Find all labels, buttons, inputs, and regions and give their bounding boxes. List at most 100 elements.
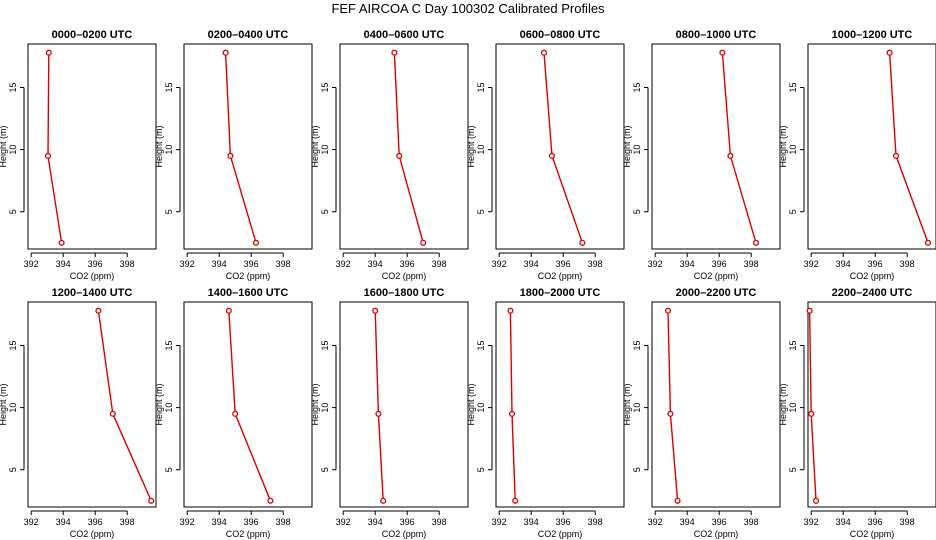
y-tick-label: 5: [320, 209, 330, 214]
x-tick-label: 392: [336, 259, 351, 269]
profile-line: [667, 310, 679, 501]
x-tick-label: 394: [680, 517, 695, 527]
y-axis-label: Height (m): [0, 125, 8, 167]
x-tick-label: 398: [432, 517, 447, 527]
x-tick-label: 398: [744, 259, 759, 269]
x-tick-label: 394: [212, 259, 227, 269]
plot-frame: [183, 43, 313, 250]
panel-title: 2000–2200 UTC: [676, 287, 757, 299]
panel-title: 1000–1200 UTC: [832, 29, 913, 41]
data-point: [727, 152, 734, 159]
x-tick-label: 398: [744, 517, 759, 527]
x-tick-label: 394: [368, 517, 383, 527]
x-tick-label: 396: [556, 259, 571, 269]
y-axis-label: Height (m): [466, 383, 476, 425]
profile-line: [47, 52, 63, 243]
panel: 2000–2200 UTC 392 394 396 398 CO2 (ppm) 5 10 15 H…: [622, 287, 781, 539]
y-tick-label: 5: [8, 209, 18, 214]
x-tick-label: 396: [244, 259, 259, 269]
y-tick-label: 15: [164, 340, 174, 350]
x-tick-label: 396: [712, 259, 727, 269]
y-tick-label: 10: [8, 403, 18, 413]
y-tick-label: 10: [164, 145, 174, 155]
y-axis-label: Height (m): [778, 383, 788, 425]
plot-frame: [495, 301, 625, 508]
data-point: [752, 239, 760, 246]
profile-line: [374, 310, 384, 501]
y-tick-label: 5: [632, 467, 642, 472]
y-tick-label: 15: [320, 340, 330, 350]
data-point: [227, 152, 234, 159]
y-tick-label: 5: [632, 209, 642, 214]
x-axis-label: CO2 (ppm): [382, 529, 427, 539]
x-tick-label: 394: [524, 259, 539, 269]
y-tick-label: 10: [164, 403, 174, 413]
x-tick-label: 398: [432, 259, 447, 269]
panel-title: 0000–0200 UTC: [52, 29, 133, 41]
panel: 1200–1400 UTC 392 394 396 398 CO2 (ppm) 5 10 15 H…: [0, 287, 157, 539]
x-axis-label: CO2 (ppm): [538, 271, 583, 281]
data-point: [45, 49, 52, 56]
plot-frame: [495, 43, 625, 250]
data-point: [396, 152, 403, 159]
y-tick-label: 5: [8, 467, 18, 472]
y-tick-label: 5: [476, 209, 486, 214]
data-point: [267, 497, 274, 504]
y-tick-label: 15: [788, 340, 798, 350]
x-axis-label: CO2 (ppm): [694, 529, 739, 539]
data-point: [548, 152, 556, 159]
panel: 1400–1600 UTC 392 394 396 398 CO2 (ppm) 5 10 15 H…: [154, 287, 313, 539]
profile-line: [228, 310, 272, 502]
data-point: [109, 410, 116, 417]
x-tick-label: 398: [900, 517, 915, 527]
profile-line: [888, 52, 929, 244]
profile-line: [721, 52, 757, 243]
data-point: [58, 239, 65, 246]
panel: 2200–2400 UTC 392 394 396 398 CO2 (ppm) 5 10 15 H…: [778, 287, 936, 539]
panel: 0600–0800 UTC 392 394 396 398 CO2 (ppm) 5 10 15 H…: [466, 29, 625, 281]
x-tick-label: 396: [556, 517, 571, 527]
panel-title: 0200–0400 UTC: [208, 29, 289, 41]
x-tick-label: 398: [588, 259, 603, 269]
x-tick-label: 392: [24, 517, 39, 527]
data-point: [148, 497, 155, 504]
y-tick-label: 10: [632, 145, 642, 155]
plot-frame: [651, 301, 781, 508]
panel-title: 0600–0800 UTC: [520, 29, 601, 41]
x-tick-label: 392: [492, 259, 507, 269]
data-point: [512, 497, 519, 504]
y-axis-label: Height (m): [466, 125, 476, 167]
x-tick-label: 398: [588, 517, 603, 527]
x-axis-label: CO2 (ppm): [694, 271, 739, 281]
x-axis-label: CO2 (ppm): [850, 271, 895, 281]
panel-title: 0400–0600 UTC: [364, 29, 445, 41]
data-point: [892, 152, 900, 159]
y-axis-label: Height (m): [622, 125, 632, 167]
x-tick-label: 392: [336, 517, 351, 527]
panel-title: 0800–1000 UTC: [676, 29, 757, 41]
profile-line: [509, 310, 516, 501]
profile-line: [808, 310, 817, 501]
profile-line: [543, 52, 584, 244]
x-tick-label: 394: [680, 259, 695, 269]
x-tick-label: 396: [88, 259, 103, 269]
panel-title: 2200–2400 UTC: [832, 287, 913, 299]
x-tick-label: 398: [276, 517, 291, 527]
data-point: [924, 239, 932, 246]
x-tick-label: 392: [648, 259, 663, 269]
x-tick-label: 398: [120, 259, 135, 269]
panel: 0200–0400 UTC 392 394 396 398 CO2 (ppm) 5 10 15 H…: [154, 29, 313, 281]
y-tick-label: 15: [8, 82, 18, 92]
y-tick-label: 10: [8, 145, 18, 155]
plot-frame: [807, 43, 936, 250]
data-point: [372, 307, 379, 314]
y-tick-label: 15: [788, 82, 798, 92]
data-point: [886, 49, 893, 56]
x-tick-label: 394: [368, 259, 383, 269]
y-tick-label: 15: [632, 340, 642, 350]
y-tick-label: 5: [164, 467, 174, 472]
y-tick-label: 5: [164, 209, 174, 214]
data-point: [380, 497, 387, 504]
x-tick-label: 392: [24, 259, 39, 269]
plot-frame: [339, 301, 469, 508]
